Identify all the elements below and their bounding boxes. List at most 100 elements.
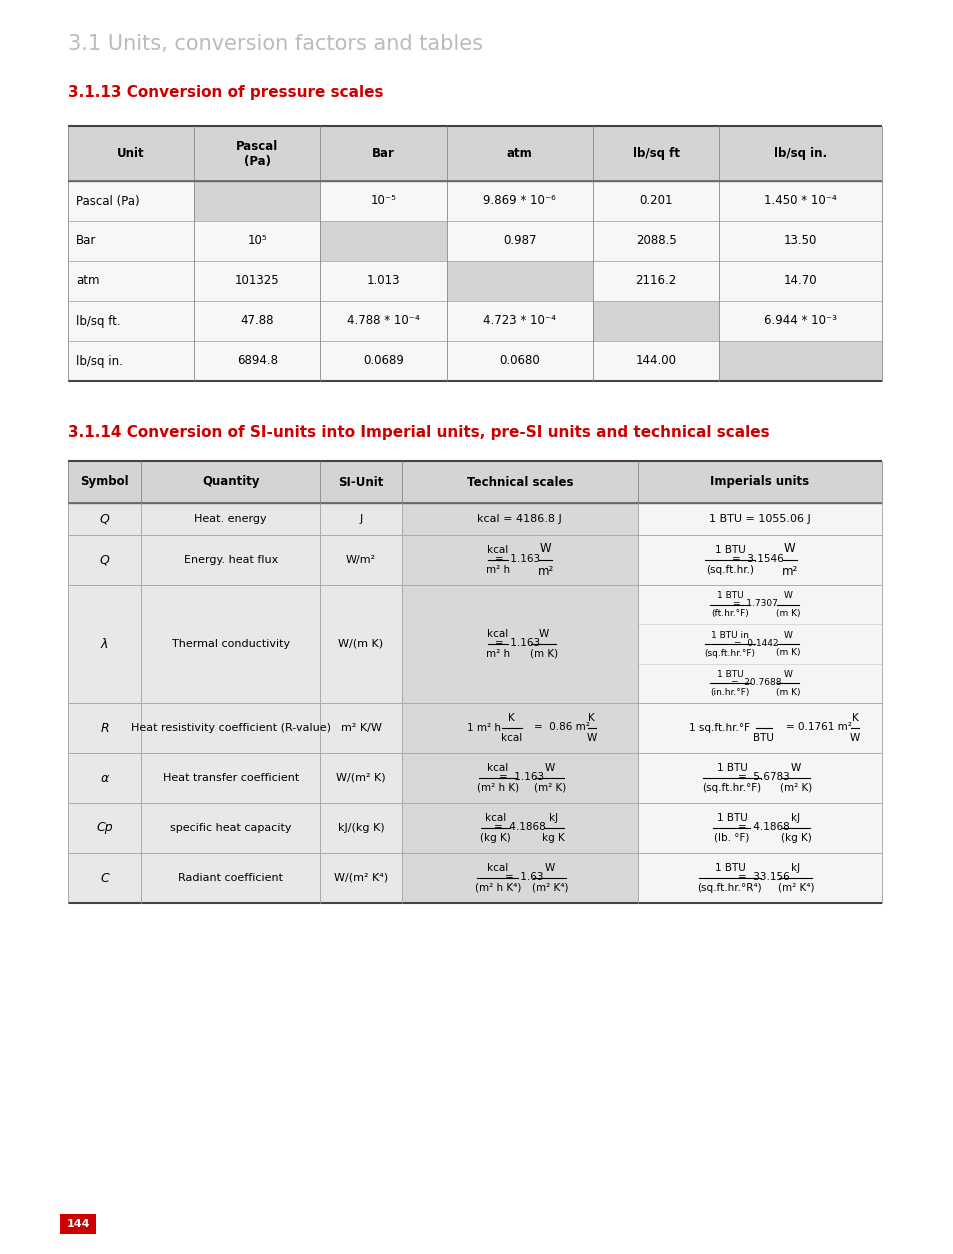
Text: W: W: [849, 734, 859, 744]
Text: kcal: kcal: [487, 630, 508, 640]
Bar: [401, 586, 638, 703]
Text: W: W: [586, 734, 597, 744]
Bar: [194, 181, 320, 221]
Text: 1 m² h: 1 m² h: [466, 724, 500, 734]
Text: =  33.156: = 33.156: [738, 872, 789, 882]
Text: 1 BTU: 1 BTU: [714, 863, 744, 873]
Bar: [68, 125, 882, 181]
Text: W: W: [783, 542, 795, 556]
Text: (sq.ft.hr.°F): (sq.ft.hr.°F): [701, 782, 760, 793]
Text: 13.50: 13.50: [783, 234, 817, 247]
Bar: [719, 341, 882, 381]
Bar: [68, 853, 141, 903]
Bar: [320, 703, 401, 752]
Bar: [68, 803, 141, 853]
Text: (lb. °F): (lb. °F): [714, 833, 749, 843]
Text: specific heat capacity: specific heat capacity: [170, 823, 292, 833]
Text: (m K): (m K): [775, 609, 800, 618]
Text: W: W: [782, 670, 792, 678]
Bar: [320, 503, 401, 535]
Bar: [68, 341, 882, 381]
Text: =  0.1442: = 0.1442: [733, 638, 778, 647]
Text: (m² h K⁴): (m² h K⁴): [474, 883, 520, 893]
Text: W/(m K): W/(m K): [338, 640, 383, 650]
Bar: [638, 752, 882, 803]
Text: =  1.163: = 1.163: [495, 554, 539, 564]
Text: (m K): (m K): [529, 650, 558, 660]
Bar: [141, 803, 320, 853]
Text: 9.869 * 10⁻⁶: 9.869 * 10⁻⁶: [483, 194, 556, 207]
Text: 0.0689: 0.0689: [362, 355, 403, 367]
Text: kcal: kcal: [487, 863, 508, 873]
Bar: [68, 586, 141, 703]
Text: =  20.7688: = 20.7688: [730, 678, 781, 687]
Text: kJ/(kg K): kJ/(kg K): [337, 823, 384, 833]
Text: W: W: [782, 591, 792, 601]
Text: Pascal
(Pa): Pascal (Pa): [236, 139, 278, 168]
Bar: [320, 803, 401, 853]
Text: 1 BTU: 1 BTU: [716, 670, 742, 678]
Bar: [68, 503, 141, 535]
Text: atm: atm: [506, 147, 532, 161]
Text: 1 sq.ft.hr.°F: 1 sq.ft.hr.°F: [689, 724, 750, 734]
Text: 6.944 * 10⁻³: 6.944 * 10⁻³: [763, 315, 836, 327]
Text: (m² K⁴): (m² K⁴): [531, 883, 567, 893]
Text: W: W: [544, 762, 555, 772]
Text: W/(m² K): W/(m² K): [335, 772, 385, 782]
Text: K: K: [508, 714, 515, 724]
Text: lb/sq in.: lb/sq in.: [76, 355, 123, 367]
Text: Technical scales: Technical scales: [466, 475, 573, 489]
Text: W/m²: W/m²: [346, 556, 375, 566]
Text: 10⁻⁵: 10⁻⁵: [370, 194, 395, 207]
Bar: [141, 703, 320, 752]
Text: Energy. heat flux: Energy. heat flux: [184, 556, 277, 566]
Bar: [401, 853, 638, 903]
Text: kcal: kcal: [485, 813, 506, 823]
Text: 101325: 101325: [234, 275, 279, 287]
Text: atm: atm: [76, 275, 99, 287]
Text: 0.987: 0.987: [502, 234, 536, 247]
Bar: [401, 703, 638, 752]
Text: =  4.1868: = 4.1868: [494, 823, 545, 831]
Text: SI-Unit: SI-Unit: [338, 475, 383, 489]
Bar: [320, 535, 401, 586]
Bar: [68, 461, 882, 503]
Text: 4.723 * 10⁻⁴: 4.723 * 10⁻⁴: [483, 315, 556, 327]
Text: Heat transfer coefficient: Heat transfer coefficient: [163, 772, 298, 782]
Text: (m² K): (m² K): [533, 782, 565, 793]
Bar: [593, 301, 719, 341]
Text: (m K): (m K): [775, 648, 800, 657]
Text: 1 BTU: 1 BTU: [714, 545, 744, 556]
Text: (kg K): (kg K): [480, 833, 511, 843]
Text: 1.013: 1.013: [366, 275, 399, 287]
Bar: [141, 853, 320, 903]
Text: lb/sq ft.: lb/sq ft.: [76, 315, 120, 327]
Text: kcal: kcal: [487, 545, 508, 556]
Text: =  1.163: = 1.163: [495, 638, 539, 648]
Text: W: W: [790, 762, 801, 772]
Text: Pascal (Pa): Pascal (Pa): [76, 194, 139, 207]
Text: Imperials units: Imperials units: [710, 475, 808, 489]
Text: 3.1.13 Conversion of pressure scales: 3.1.13 Conversion of pressure scales: [68, 84, 383, 99]
Text: K: K: [851, 714, 858, 724]
Text: lb/sq ft: lb/sq ft: [632, 147, 679, 161]
Text: lb/sq in.: lb/sq in.: [773, 147, 826, 161]
Bar: [68, 181, 882, 221]
Text: 3.1 Units, conversion factors and tables: 3.1 Units, conversion factors and tables: [68, 34, 482, 54]
Text: 1 BTU in: 1 BTU in: [710, 631, 748, 640]
Text: 0.201: 0.201: [639, 194, 672, 207]
Text: (m² h K): (m² h K): [476, 782, 518, 793]
Text: kJ: kJ: [549, 813, 558, 823]
Text: C: C: [100, 872, 109, 884]
Text: 47.88: 47.88: [240, 315, 274, 327]
Bar: [320, 752, 401, 803]
Text: Thermal conductivity: Thermal conductivity: [172, 640, 290, 650]
Text: W: W: [539, 542, 551, 556]
Bar: [638, 803, 882, 853]
Bar: [401, 752, 638, 803]
Text: Heat resistivity coefficient (R-value): Heat resistivity coefficient (R-value): [131, 724, 331, 734]
Text: (in.hr.°F): (in.hr.°F): [709, 688, 749, 697]
Bar: [141, 752, 320, 803]
Text: Symbol: Symbol: [80, 475, 129, 489]
Bar: [141, 503, 320, 535]
